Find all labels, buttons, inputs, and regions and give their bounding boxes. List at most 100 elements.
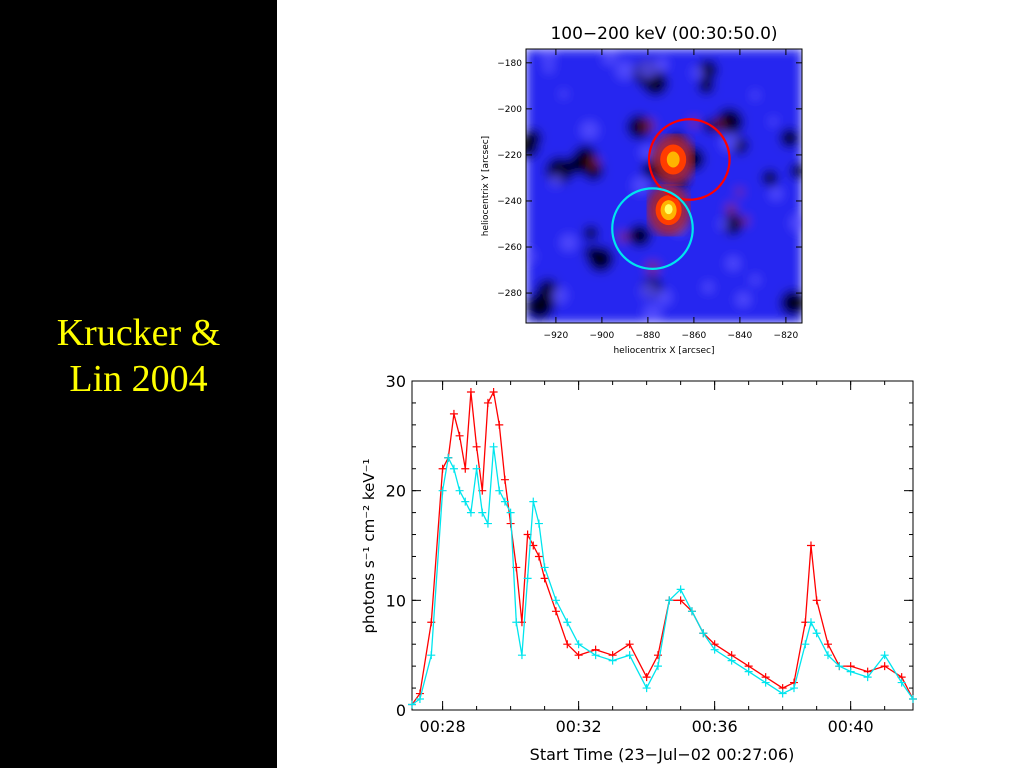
series-1-point bbox=[806, 541, 815, 550]
map-noise-light bbox=[551, 287, 568, 304]
map-noise-dark bbox=[790, 163, 802, 179]
series-2-point bbox=[483, 519, 492, 528]
series-1-point bbox=[812, 596, 821, 605]
series-2-point bbox=[529, 497, 538, 506]
map-noise-light bbox=[726, 256, 741, 271]
series-1-point bbox=[489, 387, 498, 396]
lc-axes: 0 10 20 30 00:28 00:32 00:36 00:40 bbox=[386, 372, 913, 736]
map-noise-light bbox=[691, 66, 705, 80]
series-1-point bbox=[642, 673, 651, 682]
xray-image-plot: 100−200 keV (00:30:50.0) −920 −900 −880 −86… bbox=[481, 24, 803, 356]
map-noise-red bbox=[739, 215, 750, 226]
series-2-point bbox=[500, 497, 509, 506]
series-1-point bbox=[551, 607, 560, 616]
series-2-point bbox=[517, 651, 526, 660]
series-2-point bbox=[563, 618, 572, 627]
series-2-point bbox=[591, 651, 600, 660]
map-noise-red bbox=[735, 187, 744, 197]
series-1-point bbox=[461, 464, 470, 473]
series-2-point bbox=[551, 596, 560, 605]
map-noise-light bbox=[637, 59, 658, 80]
series-2-point bbox=[472, 464, 481, 473]
map-noise-light bbox=[615, 60, 635, 80]
map-noise-light bbox=[580, 121, 599, 139]
series-1-point bbox=[574, 651, 583, 660]
map-x-tick-label: −860 bbox=[682, 331, 707, 341]
map-x-label: heliocentrix X [arcsec] bbox=[613, 346, 714, 356]
map-noise-light bbox=[526, 249, 536, 263]
series-1-point bbox=[449, 409, 458, 418]
map-noise-dark bbox=[583, 225, 599, 241]
map-noise-dark bbox=[721, 214, 743, 235]
lightcurve-figure: 0 10 20 30 00:28 00:32 00:36 00:40 Start Time (… bbox=[350, 370, 920, 768]
lc-y-tick-label: 0 bbox=[396, 701, 406, 720]
map-x-tick-label: −820 bbox=[774, 331, 799, 341]
series-1-point bbox=[676, 596, 685, 605]
series-2-point bbox=[710, 645, 719, 654]
map-y-tick-label: −200 bbox=[497, 105, 522, 115]
map-frame bbox=[525, 48, 803, 324]
series-2-point bbox=[806, 618, 815, 627]
series-2-point bbox=[823, 651, 832, 660]
map-y-tick-label: −260 bbox=[497, 243, 522, 253]
map-noise-light bbox=[790, 214, 802, 233]
map-noise-red bbox=[725, 202, 738, 215]
series-2-point bbox=[801, 640, 810, 649]
series-1-point bbox=[438, 464, 447, 473]
series-2-point bbox=[642, 684, 651, 693]
map-x-tick-label: −900 bbox=[590, 331, 615, 341]
series-2-point bbox=[897, 678, 906, 687]
series-2-point bbox=[466, 508, 475, 517]
series-1-point bbox=[466, 387, 475, 396]
series-1-point bbox=[472, 442, 481, 451]
map-noise-red bbox=[640, 118, 656, 134]
map-noise-light bbox=[702, 281, 714, 293]
series-2-point bbox=[909, 695, 917, 704]
map-noise-light bbox=[543, 62, 554, 73]
series-2-point bbox=[512, 618, 521, 627]
series-2-point bbox=[506, 508, 515, 517]
series-2-point bbox=[608, 656, 617, 665]
series-2-point bbox=[665, 596, 674, 605]
map-x-tick-label: −840 bbox=[728, 331, 753, 341]
series-2-point bbox=[699, 629, 708, 638]
series-1-point bbox=[540, 574, 549, 583]
title-sidebar: Krucker & Lin 2004 bbox=[0, 0, 277, 768]
map-noise-light bbox=[751, 90, 760, 100]
lc-series bbox=[408, 387, 917, 709]
map-noise-dark bbox=[780, 290, 802, 316]
slide-title: Krucker & Lin 2004 bbox=[0, 310, 277, 402]
series-2-point bbox=[863, 673, 872, 682]
series-2-point bbox=[835, 662, 844, 671]
series-2-point bbox=[687, 607, 696, 616]
series-1-point bbox=[563, 640, 572, 649]
map-noise-light bbox=[559, 90, 568, 99]
map-noise-light bbox=[750, 275, 761, 285]
map-noise-light bbox=[655, 289, 672, 306]
map-x-tick-label: −880 bbox=[636, 331, 661, 341]
series-2-point bbox=[455, 486, 464, 495]
lc-y-label: photons s⁻¹ cm⁻² keV⁻¹ bbox=[360, 459, 378, 634]
series-1-point bbox=[625, 640, 634, 649]
map-noise-red bbox=[587, 156, 601, 170]
lightcurve-plot: 0 10 20 30 00:28 00:32 00:36 00:40 Start Time (… bbox=[360, 372, 917, 764]
series-2 bbox=[408, 442, 917, 709]
lc-x-tick-label: 00:28 bbox=[420, 717, 466, 736]
map-noise-light bbox=[541, 49, 556, 62]
series-2-point bbox=[415, 695, 424, 704]
series-1-point bbox=[534, 552, 543, 561]
series-2-point bbox=[534, 519, 543, 528]
series-2-point bbox=[812, 629, 821, 638]
map-noise-light bbox=[720, 131, 740, 152]
series-2-point bbox=[449, 464, 458, 473]
lc-y-tick-label: 20 bbox=[386, 482, 406, 501]
map-y-label: heliocentrix Y [arcsec] bbox=[481, 136, 491, 236]
series-2-point bbox=[478, 508, 487, 517]
map-noise-red bbox=[713, 118, 725, 131]
contour-1 bbox=[647, 118, 731, 201]
series-1-line bbox=[411, 389, 914, 705]
series-2-point bbox=[880, 651, 889, 660]
map-y-tick-label: −280 bbox=[497, 289, 522, 299]
map-noise-light bbox=[736, 292, 751, 307]
lc-x-tick-label: 00:36 bbox=[692, 717, 738, 736]
